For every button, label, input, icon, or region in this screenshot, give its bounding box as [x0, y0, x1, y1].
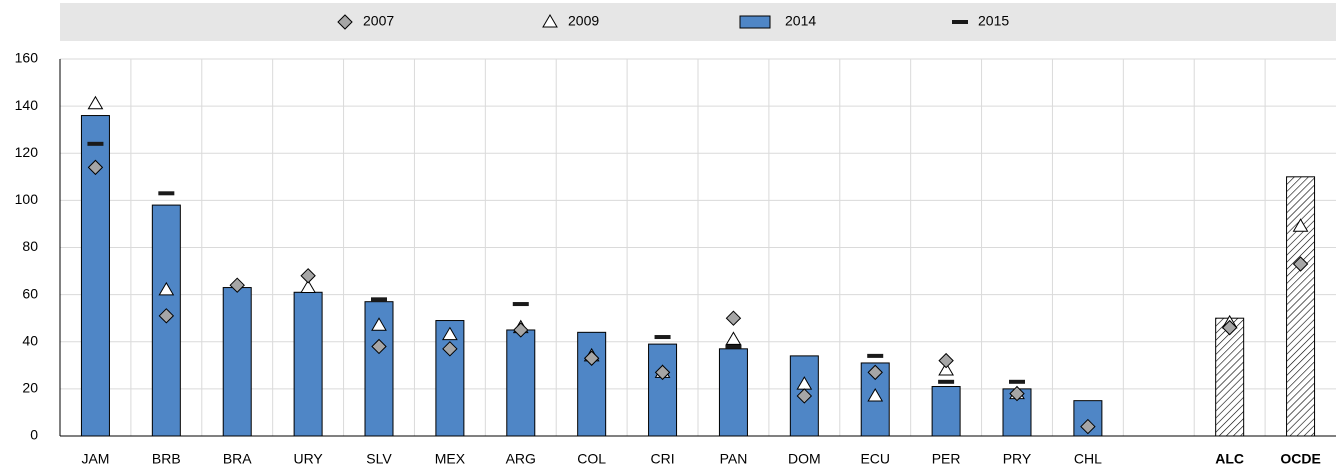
x-tick-label: SLV [366, 451, 392, 467]
bar [222, 287, 252, 437]
diamond-marker [867, 364, 883, 381]
diamond-marker [1292, 256, 1309, 272]
legend-background [60, 3, 1336, 41]
diamond-marker [229, 277, 245, 293]
diamond-marker [158, 308, 175, 324]
x-tick-label: CRI [650, 451, 674, 467]
x-tick-label: COL [577, 451, 606, 467]
x-tick-label: PER [932, 451, 961, 467]
x-tick-label: ARG [506, 451, 536, 467]
bar [718, 348, 748, 437]
y-tick-label: 20 [22, 380, 38, 396]
legend-label: 2015 [978, 13, 1009, 29]
triangle-marker [158, 281, 175, 296]
dash-marker [371, 297, 387, 302]
legend-swatch [542, 14, 558, 28]
y-tick-label: 120 [15, 144, 39, 160]
legend-label: 2009 [568, 13, 599, 29]
diamond-marker [371, 338, 387, 355]
dash-marker [1009, 379, 1025, 384]
diamond-marker [87, 159, 104, 176]
dash-marker [654, 335, 671, 340]
diamond-marker [725, 310, 742, 326]
legend-label: 2014 [785, 13, 816, 29]
triangle-marker [725, 331, 742, 345]
y-tick-label: 140 [15, 97, 39, 113]
x-tick-label: OCDE [1280, 451, 1320, 467]
y-tick-label: 160 [15, 50, 39, 66]
x-tick-label: CHL [1074, 451, 1102, 467]
x-tick-label: DOM [788, 451, 821, 467]
dash-marker [867, 353, 884, 358]
bar [151, 204, 181, 437]
dash-marker [725, 344, 742, 349]
x-tick-label: BRA [223, 451, 252, 467]
bar [293, 291, 323, 437]
x-tick-label: MEX [435, 451, 466, 467]
legend-swatch [739, 15, 771, 29]
y-tick-label: 40 [22, 332, 38, 348]
dash-marker [158, 191, 175, 196]
dash-marker [87, 141, 104, 146]
diamond-marker [938, 352, 954, 369]
bar [1215, 317, 1245, 437]
bar [506, 329, 536, 437]
legend-swatch [337, 14, 353, 30]
x-tick-label: ECU [860, 451, 890, 467]
triangle-marker [442, 326, 458, 341]
legend-swatch [952, 20, 968, 24]
triangle-marker [87, 95, 104, 110]
triangle-marker [1292, 218, 1309, 232]
y-tick-label: 100 [15, 191, 39, 207]
diamond-marker [1080, 418, 1096, 435]
legend-label: 2007 [363, 13, 394, 29]
bar [931, 386, 961, 437]
x-tick-label: BRB [152, 451, 181, 467]
x-tick-label: PRY [1003, 451, 1032, 467]
y-tick-label: 60 [22, 285, 38, 301]
x-tick-label: PAN [720, 451, 748, 467]
diamond-marker [654, 364, 671, 381]
triangle-marker [867, 387, 884, 402]
bar [1286, 176, 1316, 437]
diamond-marker [1221, 319, 1238, 336]
diamond-marker [442, 341, 458, 357]
diamond-marker [300, 268, 316, 284]
y-tick-label: 0 [30, 427, 38, 443]
triangle-marker [938, 362, 954, 376]
diamond-marker [583, 350, 600, 366]
diamond-marker [796, 388, 813, 404]
bar [648, 343, 678, 437]
bar [577, 331, 607, 437]
y-tick-label: 80 [22, 238, 38, 254]
dash-marker [512, 302, 529, 307]
x-tick-label: JAM [81, 451, 109, 467]
x-tick-label: URY [293, 451, 323, 467]
x-tick-label: ALC [1215, 451, 1244, 467]
triangle-marker [300, 279, 316, 294]
dash-marker [938, 379, 955, 384]
triangle-marker [371, 317, 387, 331]
diamond-marker [513, 322, 529, 338]
diamond-marker [1009, 385, 1025, 402]
